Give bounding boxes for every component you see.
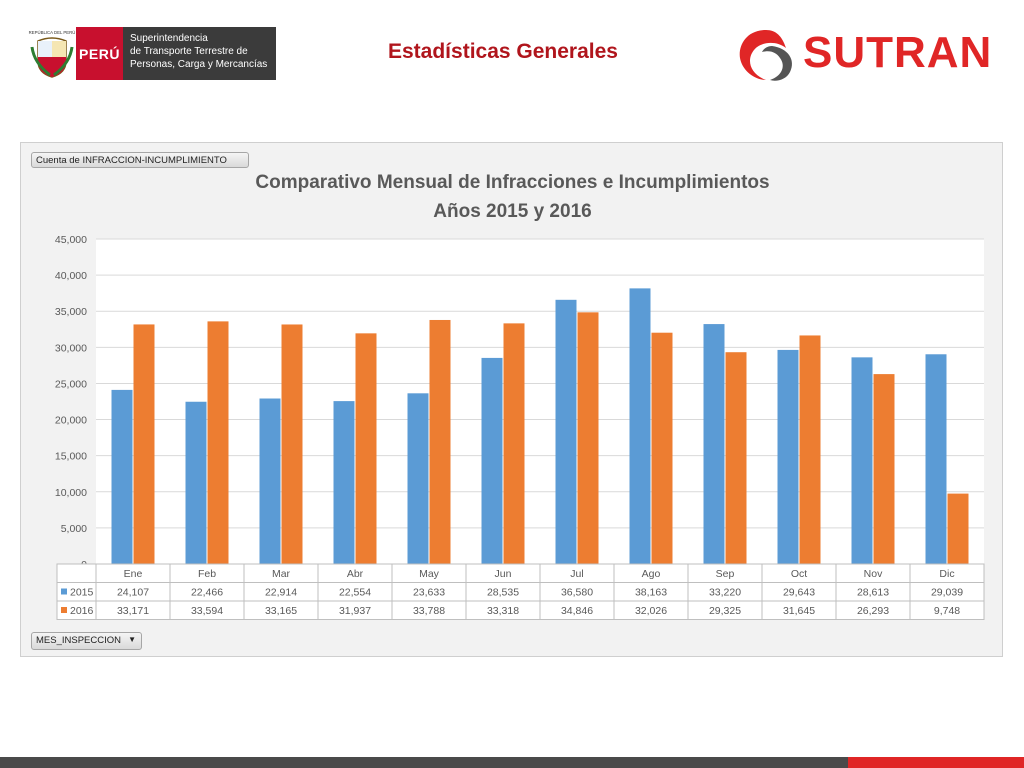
government-org-name: Superintendencia de Transporte Terrestre… — [123, 27, 276, 80]
government-logo: REPÚBLICA DEL PERÚ PERÚ Superintendencia… — [28, 27, 276, 80]
sutran-swoosh-icon — [739, 30, 792, 81]
org-line-3: Personas, Carga y Mercancías — [130, 59, 268, 70]
brand-name: SUTRAN — [803, 28, 993, 77]
chart-subtitle: Años 2015 y 2016 — [433, 201, 592, 222]
org-line-2: de Transporte Terrestre de — [130, 46, 248, 57]
axis-field-label: MES_INSPECCION — [36, 635, 121, 646]
chevron-down-icon: ▼ — [128, 635, 136, 644]
pivot-chart-panel: Cuenta de INFRACCION-INCUMPLIMIENTO Comp… — [20, 142, 1003, 657]
footer-bar — [0, 757, 1024, 768]
value-field-button[interactable]: Cuenta de INFRACCION-INCUMPLIMIENTO — [31, 152, 249, 168]
page-title: Estadísticas Generales — [388, 40, 618, 63]
org-line-1: Superintendencia — [130, 33, 208, 44]
sutran-logo: SUTRAN — [736, 26, 994, 84]
axis-field-dropdown[interactable]: MES_INSPECCION ▼ — [31, 632, 142, 650]
shield-top-text: REPÚBLICA DEL PERÚ — [29, 30, 76, 35]
coat-of-arms-icon: REPÚBLICA DEL PERÚ — [28, 27, 76, 80]
footer-accent — [848, 757, 1024, 768]
chart-title: Comparativo Mensual de Infracciones e In… — [255, 172, 770, 193]
peru-label: PERÚ — [76, 27, 123, 80]
